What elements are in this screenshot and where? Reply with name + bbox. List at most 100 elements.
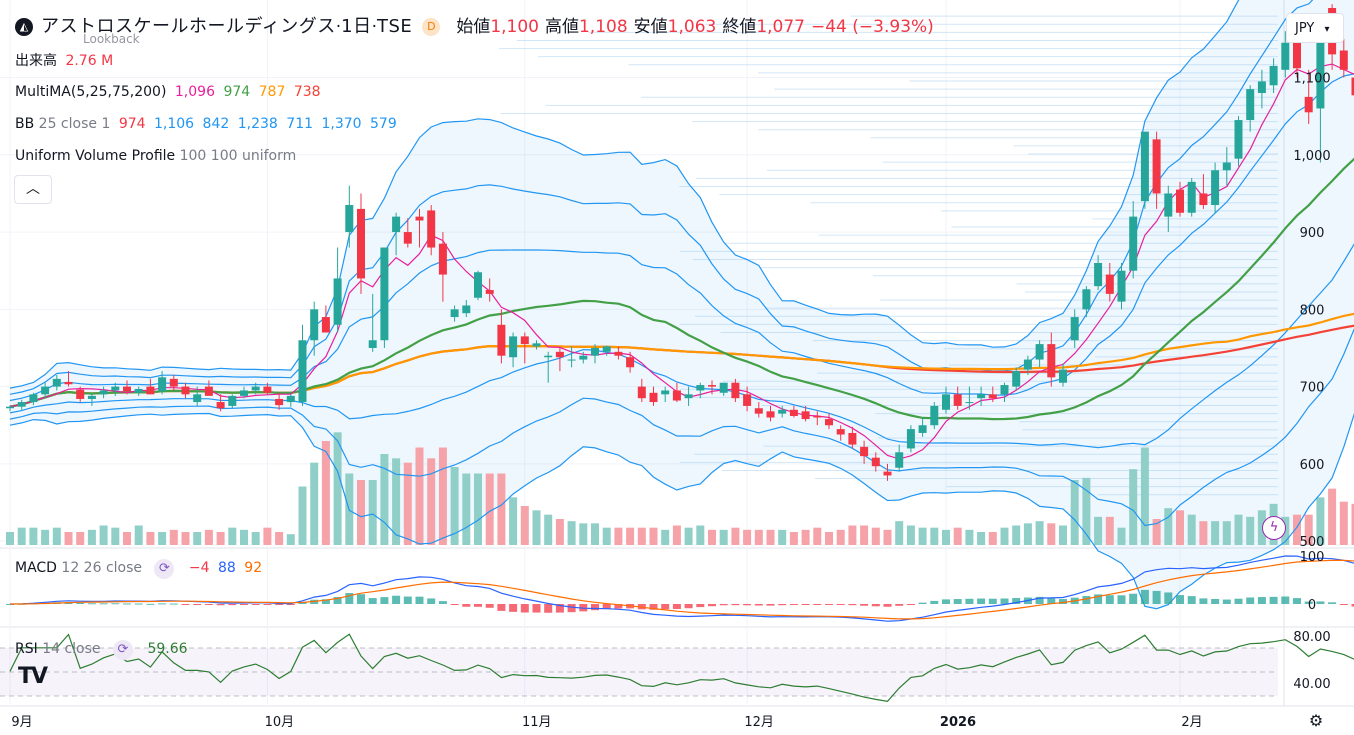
multima-value-200: 738 [293, 84, 321, 100]
candle-body [1129, 216, 1138, 271]
multima-legend[interactable]: MultiMA(5,25,75,200) 1,096 974 787 738 [15, 83, 321, 101]
macd-histogram-bar [345, 593, 354, 604]
candle-body [801, 411, 810, 420]
volume-bar [918, 527, 927, 545]
uvp-legend-name: Uniform Volume Profile [15, 148, 176, 164]
macd-histogram-bar [1152, 590, 1161, 604]
macd-histogram-bar [228, 604, 237, 606]
candle-body [380, 247, 389, 341]
volume-bar [1234, 514, 1243, 545]
time-tick-label: 2月 [1181, 715, 1202, 730]
rsi-legend[interactable]: RSI 14 close ⟳ 59.66 [15, 640, 188, 660]
uvp-legend-args: 100 100 uniform [179, 148, 297, 164]
candle-body [6, 406, 14, 409]
candle-body [123, 386, 131, 392]
macd-histogram-bar [146, 603, 155, 605]
macd-histogram-bar [871, 604, 880, 607]
volume-bar [450, 467, 459, 545]
candle-body [895, 452, 904, 468]
volume-bar [17, 527, 26, 545]
symbol-name[interactable]: アストロスケールホールディングス [41, 16, 336, 37]
uvp-legend[interactable]: Uniform Volume Profile 100 100 uniform [15, 147, 296, 165]
macd-histogram-bar [1000, 598, 1009, 604]
volume-bar [649, 527, 658, 545]
macd-histogram-bar [801, 604, 810, 605]
interval-label[interactable]: 1日 [341, 16, 372, 37]
candle-body [1304, 96, 1313, 113]
volume-bar [942, 529, 950, 545]
macd-histogram-bar [87, 603, 96, 605]
delayed-data-badge[interactable]: D [422, 18, 441, 36]
volume-bar [1140, 447, 1149, 545]
tradingview-logo[interactable]: TV [18, 664, 48, 689]
macd-legend[interactable]: MACD 12 26 close ⟳ −4 88 92 [15, 559, 262, 579]
bb-value-upper-2: 1,238 [237, 116, 278, 132]
candle-body [579, 355, 588, 360]
macd-histogram-bar [708, 604, 716, 607]
candle-body [1293, 42, 1301, 69]
candle-body [684, 394, 693, 399]
candle-body [134, 388, 143, 393]
candle-body [216, 402, 225, 409]
lightning-icon[interactable]: ϟ [1262, 516, 1286, 540]
gear-icon[interactable]: ⚙ [1308, 711, 1324, 730]
candle-body [1082, 289, 1091, 310]
macd-histogram-bar [836, 604, 845, 605]
candle-body [497, 324, 506, 356]
candle-body [766, 411, 775, 418]
candle-body [345, 205, 354, 233]
astroscale-logo: ◭ [15, 18, 33, 36]
candle-body [1070, 317, 1079, 341]
chevron-up-icon: ︿ [26, 181, 40, 197]
collapse-legend-button[interactable]: ︿ [14, 175, 52, 204]
volume-bar [1339, 501, 1348, 545]
volume-bar [766, 529, 775, 545]
macd-legend-args: 12 26 close [61, 560, 143, 576]
candle-body [836, 429, 845, 435]
volume-bar [415, 447, 424, 545]
candle-body [696, 385, 705, 391]
macd-value-signal: 92 [244, 560, 263, 576]
time-tick-label: 11月 [522, 715, 552, 730]
candle-body [29, 394, 38, 403]
volume-bar [1094, 516, 1103, 545]
candle-body [1211, 170, 1220, 206]
volume-bar [532, 510, 541, 545]
price-tick-label: 500 [1300, 535, 1325, 550]
chevron-down-icon: ▾ [1324, 24, 1330, 35]
volume-bar [485, 473, 494, 545]
candle-body [918, 425, 927, 433]
multima-legend-args: (5,25,75,200) [70, 84, 167, 100]
macd-histogram-bar [368, 598, 377, 604]
volume-legend[interactable]: 出来高 2.76 M [15, 52, 113, 70]
macd-histogram-bar [1187, 596, 1196, 604]
volume-bar [1222, 521, 1231, 545]
macd-histogram-bar [813, 604, 822, 605]
volume-bar [1176, 510, 1184, 545]
volume-bar [497, 473, 506, 545]
bb-legend[interactable]: BB 25 close 1 974 1,106 842 1,238 711 1,… [15, 115, 397, 133]
macd-histogram-bar [240, 604, 248, 605]
macd-tick-label: 100 [1300, 550, 1325, 565]
macd-line [9, 555, 1354, 622]
volume-bar [906, 525, 915, 545]
macd-histogram-bar [1176, 595, 1184, 604]
currency-select[interactable]: JPY ▾ [1286, 13, 1344, 43]
candle-body [520, 336, 529, 345]
macd-histogram-bar [1140, 589, 1149, 604]
volume-bar [1304, 514, 1313, 545]
refresh-icon[interactable]: ⟳ [112, 640, 133, 660]
refresh-icon[interactable]: ⟳ [154, 559, 175, 579]
ma25-line [9, 157, 1354, 421]
candle-body [181, 386, 190, 395]
candle-body [64, 381, 73, 385]
candle-body [286, 395, 295, 403]
macd-histogram-bar [953, 599, 962, 604]
volume-bar [544, 514, 553, 545]
macd-histogram-bar [895, 604, 904, 606]
candle-body [988, 394, 997, 399]
volume-bar [778, 529, 787, 545]
time-tick-label: 12月 [744, 715, 774, 730]
volume-bar [251, 532, 260, 545]
